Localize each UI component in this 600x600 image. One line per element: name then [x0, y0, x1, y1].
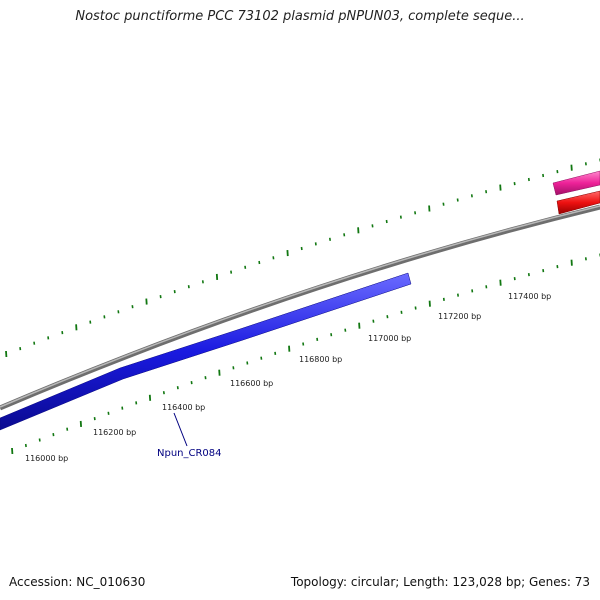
plasmid-backbone	[0, 204, 600, 411]
ruler-label-117000: 117000 bp	[368, 334, 411, 343]
gene-label-npun-cr084[interactable]: Npun_CR084	[157, 448, 222, 459]
plasmid-backbone-highlight	[0, 205, 600, 408]
gene-feature-red[interactable]	[556, 190, 600, 215]
ruler-label-117200: 117200 bp	[438, 312, 481, 321]
map-title: Nostoc punctiforme PCC 73102 plasmid pNP…	[75, 9, 525, 24]
ruler-label-116000: 116000 bp	[25, 454, 68, 463]
ruler-label-116600: 116600 bp	[230, 379, 273, 388]
accession-text: Accession: NC_010630	[9, 575, 146, 589]
gene-feature-blue[interactable]	[0, 272, 412, 431]
gene-feature-pink[interactable]	[552, 170, 600, 196]
ruler-label-116200: 116200 bp	[93, 428, 136, 437]
ruler-tick-track	[11, 253, 600, 455]
ruler-label-116800: 116800 bp	[299, 355, 342, 364]
topology-summary: Topology: circular; Length: 123,028 bp; …	[290, 575, 590, 589]
ruler-label-116400: 116400 bp	[162, 403, 205, 412]
gene-label-leader	[173, 412, 188, 447]
ruler-label-117400: 117400 bp	[508, 292, 551, 301]
outer-tick-track	[5, 158, 600, 358]
